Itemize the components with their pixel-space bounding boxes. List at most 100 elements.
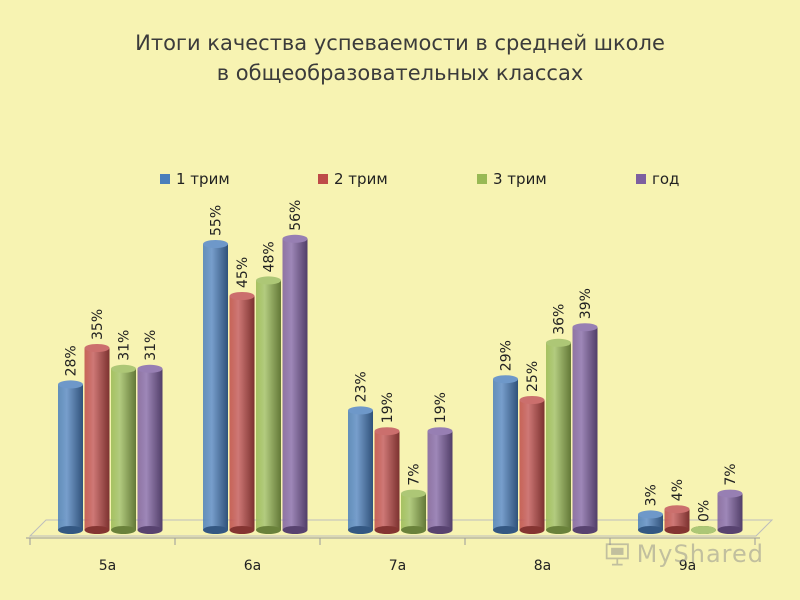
presentation-icon: [605, 543, 629, 566]
data-label: 36%: [552, 304, 568, 335]
data-label: 7%: [723, 463, 739, 485]
legend-swatch-3: [477, 174, 487, 184]
bar: [256, 280, 281, 530]
bar-base: [229, 526, 255, 534]
x-tick-label: 7а: [389, 558, 407, 574]
bar-base: [427, 526, 453, 534]
watermark: MyShared: [604, 536, 764, 572]
bar: [282, 238, 308, 531]
bar-base: [111, 526, 136, 534]
bar: [58, 384, 83, 530]
data-label: 29%: [499, 340, 515, 371]
bar-base: [493, 526, 518, 534]
bar-top: [348, 406, 373, 415]
bar-top: [374, 427, 400, 436]
bar-top: [137, 364, 163, 373]
data-label: 35%: [90, 309, 106, 340]
data-label: 23%: [354, 371, 370, 402]
bar-base: [348, 526, 373, 534]
data-label: 25%: [525, 361, 541, 392]
bar-base: [137, 526, 163, 534]
chart-title-line-1: Итоги качества успеваемости в средней шк…: [135, 31, 665, 55]
bar: [572, 327, 598, 530]
bar: [348, 410, 373, 530]
data-label: 28%: [64, 345, 80, 376]
legend-label-1: 1 трим: [176, 170, 230, 188]
legend-label-3: 3 трим: [493, 170, 547, 188]
x-tick-label: 5а: [99, 558, 117, 574]
data-label: 56%: [288, 200, 304, 231]
bar-top: [691, 526, 716, 534]
bar: [717, 493, 743, 530]
bar-base: [256, 526, 281, 534]
bar-top: [717, 489, 743, 498]
legend-swatch-2: [318, 174, 328, 184]
data-label: 31%: [143, 330, 159, 361]
bar-top: [572, 323, 598, 332]
legend-swatch-1: [160, 174, 170, 184]
chart-title: Итоги качества успеваемости в средней шк…: [0, 28, 800, 88]
data-label: 3%: [644, 484, 660, 506]
bar: [203, 244, 228, 530]
bar: [84, 348, 110, 530]
data-label: 55%: [209, 205, 225, 236]
bar-top: [664, 505, 690, 514]
data-label: 19%: [380, 392, 396, 423]
bar-base: [572, 526, 598, 534]
x-tick-label: 8а: [534, 558, 552, 574]
bar: [638, 514, 663, 530]
bar-base: [374, 526, 400, 534]
bar-top: [638, 510, 663, 519]
bar: [427, 431, 453, 530]
chart-x-axis: 5а 6а 7а 8а 9а: [26, 537, 760, 574]
chart-data-labels: 28% 35% 31% 31% 55% 45% 48% 56% 23% 19% 7% 19% 29% 25…: [64, 200, 740, 522]
bar-top: [229, 292, 255, 300]
data-label: 45%: [235, 257, 251, 288]
bar-top: [546, 338, 571, 347]
bar: [493, 379, 518, 530]
chart-bars: [58, 234, 743, 534]
bar-base: [664, 526, 690, 534]
legend-item-series-1: 1 трим: [160, 170, 230, 188]
data-label: 39%: [578, 288, 594, 319]
bar-base: [519, 526, 545, 534]
x-tick-label: 9а: [679, 558, 697, 574]
bar-top: [84, 344, 110, 352]
bar-top: [256, 276, 281, 285]
legend-label-4: год: [652, 170, 680, 188]
bar-base: [58, 526, 83, 534]
bar: [519, 400, 545, 530]
data-label: 48%: [262, 241, 278, 272]
legend-item-series-4: год: [636, 170, 679, 188]
bar: [546, 342, 571, 530]
data-label: 19%: [433, 392, 449, 423]
legend-item-series-2: 2 трим: [318, 170, 388, 188]
chart-title-line-2: в общеобразовательных классах: [216, 61, 584, 85]
bar-base: [638, 526, 663, 534]
bar-top: [401, 489, 426, 498]
legend-swatch-4: [636, 174, 646, 184]
bar-base: [203, 526, 228, 534]
bar: [401, 493, 426, 530]
bar-top: [58, 380, 83, 389]
watermark-text: MyShared: [636, 540, 764, 568]
bar-top: [427, 427, 453, 436]
data-label: 0%: [697, 500, 713, 522]
bar-top: [203, 240, 228, 248]
data-label: 7%: [407, 463, 423, 485]
bar-base: [401, 526, 426, 534]
bar: [664, 509, 690, 530]
bar: [111, 368, 136, 530]
bar-top: [111, 364, 136, 373]
data-label: 4%: [670, 479, 686, 501]
bar-base: [717, 526, 743, 534]
bar: [374, 431, 400, 530]
bar-base: [546, 526, 571, 534]
legend-item-series-3: 3 трим: [477, 170, 547, 188]
bar: [137, 368, 163, 530]
bar-base: [84, 526, 110, 534]
bar-top: [519, 396, 545, 404]
bar-top: [493, 375, 518, 384]
bar-base: [282, 526, 308, 534]
